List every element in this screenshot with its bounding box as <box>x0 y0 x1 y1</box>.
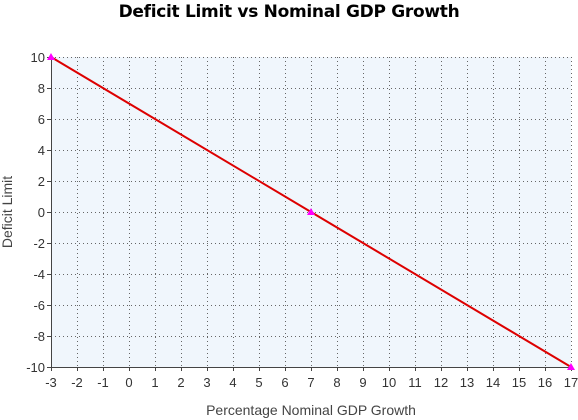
y-tick-label: -2 <box>33 236 45 251</box>
x-tick-label: 11 <box>408 375 422 390</box>
data-point-marker <box>47 53 55 60</box>
chart-title: Deficit Limit vs Nominal GDP Growth <box>118 2 460 22</box>
x-tick-label: 16 <box>538 375 552 390</box>
x-tick-label: 0 <box>125 375 132 390</box>
x-tick-label: 10 <box>382 375 396 390</box>
y-axis-ticks: 10 8 6 4 2 0 -2 -4 -6 -8 -10 <box>26 50 51 375</box>
x-tick-label: 6 <box>281 375 288 390</box>
y-tick-label: 4 <box>38 143 45 158</box>
x-tick-label: -3 <box>45 375 57 390</box>
data-point-marker <box>307 208 315 215</box>
y-axis-label: Deficit Limit <box>0 176 15 248</box>
x-tick-label: 1 <box>151 375 158 390</box>
x-axis-ticks: -3 -2 -1 0 1 2 3 4 5 6 7 8 9 10 11 12 13 14 15 16 17 <box>45 367 578 390</box>
x-tick-label: 8 <box>333 375 340 390</box>
x-tick-label: 12 <box>434 375 448 390</box>
x-tick-label: 9 <box>359 375 366 390</box>
x-axis-label: Percentage Nominal GDP Growth <box>206 402 416 418</box>
x-tick-label: 5 <box>255 375 262 390</box>
series-group <box>47 53 575 370</box>
x-tick-label: -1 <box>97 375 109 390</box>
x-tick-label: -2 <box>71 375 83 390</box>
x-tick-label: 15 <box>512 375 526 390</box>
y-tick-label: 8 <box>38 81 45 96</box>
y-tick-label: -10 <box>26 360 45 375</box>
y-tick-label: -4 <box>33 267 45 282</box>
axes <box>47 57 571 371</box>
x-tick-label: 3 <box>203 375 210 390</box>
x-tick-label: 13 <box>460 375 474 390</box>
y-tick-label: -8 <box>33 329 45 344</box>
y-tick-label: -6 <box>33 298 45 313</box>
x-tick-label: 17 <box>564 375 578 390</box>
x-tick-label: 4 <box>229 375 236 390</box>
y-tick-label: 6 <box>38 112 45 127</box>
y-tick-label: 10 <box>31 50 45 65</box>
x-tick-label: 7 <box>307 375 314 390</box>
x-tick-label: 14 <box>486 375 500 390</box>
data-point-marker <box>567 363 575 370</box>
y-tick-label: 0 <box>38 205 45 220</box>
x-tick-label: 2 <box>177 375 184 390</box>
y-tick-label: 2 <box>38 174 45 189</box>
